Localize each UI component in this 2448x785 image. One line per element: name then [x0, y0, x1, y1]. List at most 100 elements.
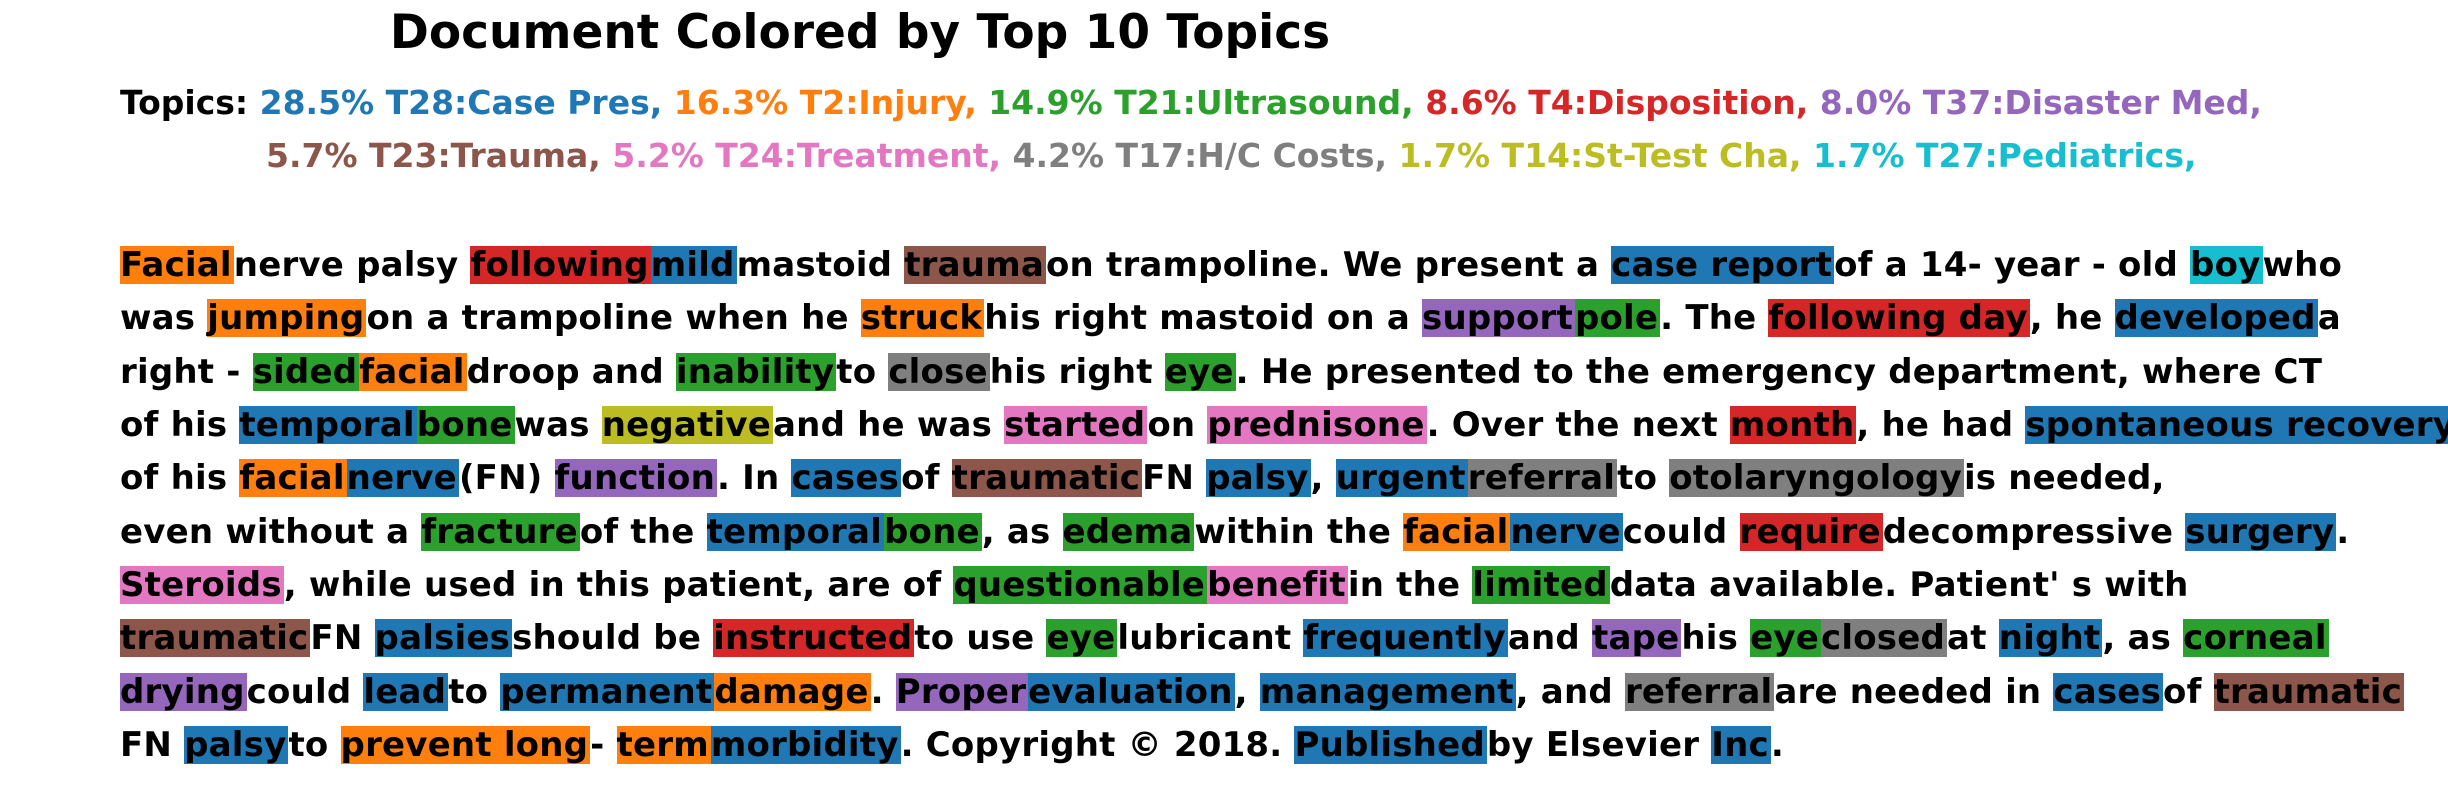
- highlighted-word: case report: [1611, 245, 1835, 285]
- highlighted-word: term: [616, 725, 711, 765]
- document-text: nerve palsy: [233, 245, 471, 285]
- highlighted-word: traumatic: [120, 618, 311, 658]
- topic-legend-item: 8.6% T4:Disposition,: [1425, 83, 1820, 122]
- highlighted-word: struck: [860, 298, 985, 338]
- document-line: of his temporal bone was negative and he…: [120, 405, 2448, 445]
- highlighted-word: fracture: [421, 512, 580, 552]
- document-text: .: [1770, 725, 1785, 765]
- highlighted-word: spontaneous recovery: [2025, 406, 2448, 444]
- document-text: by Elsevier: [1486, 725, 1712, 765]
- page-title: Document Colored by Top 10 Topics: [389, 5, 1331, 60]
- document-text: was: [514, 405, 602, 445]
- highlighted-word: night: [1998, 618, 2103, 658]
- highlighted-word: cases: [2053, 672, 2164, 712]
- document-line: Steroids, while used in this patient, ar…: [120, 565, 2189, 605]
- document-text: a: [2317, 298, 2341, 338]
- highlighted-word: otolaryngology: [1669, 458, 1964, 498]
- document-text: on a trampoline when he: [366, 298, 861, 338]
- document-text: , he had: [1856, 405, 2026, 445]
- highlighted-word: urgent: [1335, 458, 1468, 498]
- document-text: at: [1947, 618, 1999, 658]
- topic-legend-item: 5.7% T23:Trauma,: [266, 136, 613, 175]
- document-text: within the: [1194, 512, 1404, 552]
- document-text: who: [2262, 245, 2343, 285]
- highlighted-word: nerve: [1510, 512, 1623, 552]
- highlighted-word: palsies: [374, 618, 513, 658]
- document-text: could: [1622, 512, 1740, 552]
- highlighted-word: facial: [239, 458, 347, 498]
- highlighted-word: tape: [1592, 618, 1682, 658]
- document-text: mastoid: [736, 245, 905, 285]
- document-text: ,: [1234, 672, 1260, 712]
- document-text: decompressive: [1882, 512, 2186, 552]
- highlighted-word: drying: [120, 672, 247, 712]
- highlighted-word: support: [1422, 298, 1575, 338]
- highlighted-word: bone: [883, 512, 982, 552]
- highlighted-word: morbidity: [710, 725, 901, 765]
- document-text: and he was: [773, 405, 1005, 445]
- highlighted-word: eye: [1750, 618, 1822, 658]
- highlighted-word: temporal: [706, 512, 884, 552]
- document-text: . Copyright © 2018.: [900, 725, 1295, 765]
- document-line: traumatic FN palsies should be instructe…: [120, 618, 2329, 658]
- topic-legend-item: 16.3% T2:Injury,: [673, 83, 989, 122]
- highlighted-word: Facial: [120, 245, 234, 285]
- highlighted-word: close: [888, 352, 990, 392]
- document-text: to use: [914, 618, 1047, 658]
- highlighted-word: evaluation: [1028, 672, 1235, 712]
- topic-legend-item: 14.9% T21:Ultrasound,: [988, 83, 1426, 122]
- document-text: of a 14- year - old: [1834, 245, 2191, 285]
- topic-legend-line-2: 5.7% T23:Trauma, 5.2% T24:Treatment, 4.2…: [266, 133, 2197, 179]
- document-text: of his: [120, 405, 240, 445]
- document-text: on: [1147, 405, 1208, 445]
- document-line: even without a fracture of the temporal …: [120, 512, 2349, 552]
- document-text: in the: [1347, 565, 1473, 605]
- topic-legend-item: 28.5% T28:Case Pres,: [259, 83, 674, 122]
- highlighted-word: management: [1259, 672, 1516, 712]
- highlighted-word: edema: [1062, 512, 1195, 552]
- document-text: . He presented to the emergency departme…: [1235, 352, 2323, 392]
- topic-legend-item: 8.0% T37:Disaster Med,: [1819, 83, 2262, 122]
- highlighted-word: boy: [2190, 245, 2263, 285]
- document-text: should be: [512, 618, 714, 658]
- document-text: to: [288, 725, 341, 765]
- document-text: lubricant: [1117, 618, 1304, 658]
- highlighted-word: require: [1739, 512, 1883, 552]
- document-text: could: [246, 672, 364, 712]
- document-text: (FN): [458, 458, 555, 498]
- highlighted-word: closed: [1821, 618, 1948, 658]
- document-text: . In: [716, 458, 792, 498]
- highlighted-word: trauma: [904, 245, 1046, 285]
- document-text: , as: [2102, 618, 2184, 658]
- document-text: .: [870, 672, 896, 712]
- document-text: , while used in this patient, are of: [283, 565, 954, 605]
- highlighted-word: cases: [791, 458, 902, 498]
- highlighted-word: inability: [675, 352, 837, 392]
- highlighted-word: limited: [1472, 565, 1610, 605]
- document-text: data available. Patient' s with: [1609, 565, 2189, 605]
- document-text: to: [1617, 458, 1670, 498]
- document-line: was jumping on a trampoline when he stru…: [120, 298, 2341, 338]
- document-text: FN: [310, 618, 375, 658]
- topic-legend-item: 5.2% T24:Treatment,: [612, 136, 1013, 175]
- highlighted-word: frequently: [1303, 618, 1508, 658]
- document-text: and: [1507, 618, 1592, 658]
- document-text: on trampoline. We present a: [1045, 245, 1612, 285]
- highlighted-word: developed: [2114, 298, 2318, 338]
- document-text: is needed,: [1963, 458, 2165, 498]
- highlighted-word: jumping: [207, 298, 367, 338]
- document-text: his right: [989, 352, 1165, 392]
- highlighted-word: instructed: [713, 618, 915, 658]
- highlighted-word: bone: [416, 405, 515, 445]
- document-text: of: [2163, 672, 2214, 712]
- highlighted-word: pole: [1574, 298, 1661, 338]
- topic-legend-items-1: 28.5% T28:Case Pres, 16.3% T2:Injury, 14…: [260, 83, 2262, 122]
- highlighted-word: facial: [1403, 512, 1511, 552]
- highlighted-word: referral: [1467, 458, 1618, 498]
- highlighted-word: month: [1729, 405, 1857, 445]
- document-text: right -: [120, 352, 253, 392]
- highlighted-word: Steroids: [120, 565, 284, 605]
- highlighted-word: following day: [1768, 298, 2030, 338]
- document-text: his: [1681, 618, 1751, 658]
- document-text: was: [120, 298, 208, 338]
